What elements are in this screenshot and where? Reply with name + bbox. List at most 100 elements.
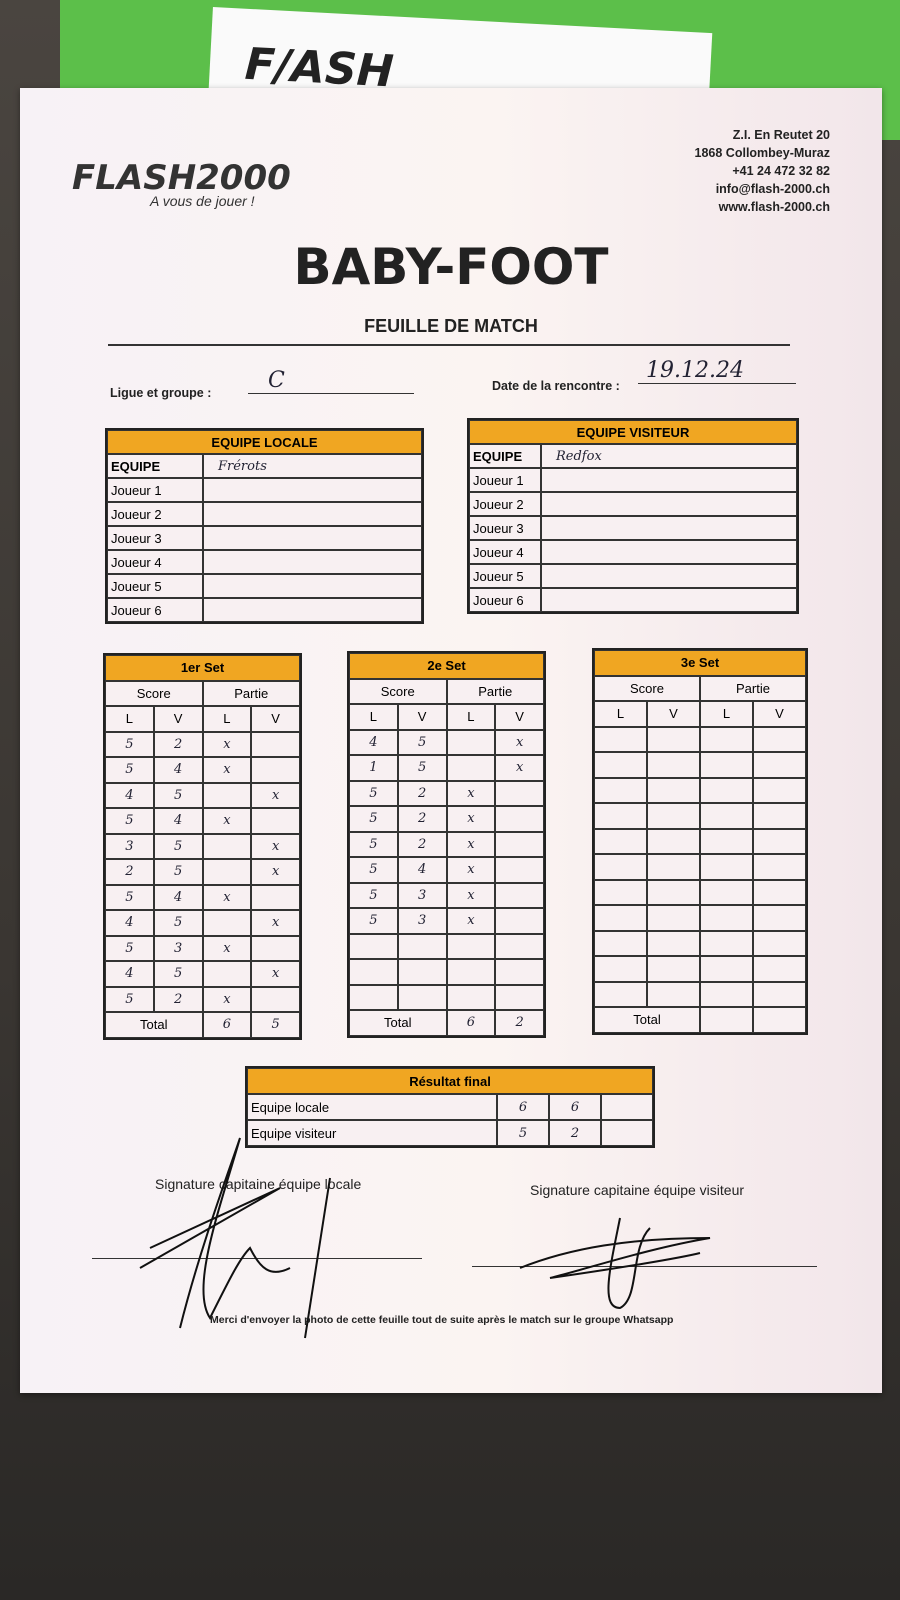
column-header: V [397,704,447,730]
final-value: 5 [497,1120,549,1146]
score-cell: 4 [153,757,203,783]
empty-cell [700,828,753,854]
empty-cell [700,777,753,803]
empty-cell [203,478,422,502]
row-label: Joueur 2 [107,502,203,526]
column-header: L [700,701,753,727]
empty-cell [594,854,647,880]
rule [108,344,790,346]
row-label: Joueur 2 [469,492,541,516]
column-header: V [753,701,806,727]
empty-cell [594,981,647,1007]
row-label: Joueur 1 [469,468,541,492]
empty-cell [541,564,797,588]
logo: FLASH2000 [72,158,291,198]
score-cell: 2 [397,831,447,857]
empty-cell [397,984,447,1010]
score-cell: 4 [153,884,203,910]
empty-cell [594,803,647,829]
score-cell [202,910,252,936]
empty-cell [541,540,797,564]
row-label: Joueur 3 [469,516,541,540]
score-cell: x [202,986,252,1012]
empty-cell [203,502,422,526]
score-cell: 4 [397,857,447,883]
signature-label: Signature capitaine équipe locale [155,1176,362,1192]
empty-cell [446,984,496,1010]
set-table: 3e Set Score Partie L V L V Total [592,648,808,1035]
score-cell: 5 [105,757,154,783]
empty-cell [601,1094,653,1120]
league-label: Ligue et groupe : [110,386,212,400]
empty-cell [753,1007,806,1033]
empty-cell [647,956,700,982]
row-label: Joueur 4 [107,550,203,574]
empty-cell [541,468,797,492]
score-cell: 4 [105,782,154,808]
partie-header: Partie [700,675,806,701]
score-cell: 2 [153,986,203,1012]
score-cell: 5 [153,961,203,987]
signature-line [472,1266,817,1267]
score-cell: 5 [397,729,447,755]
score-cell: 5 [153,859,203,885]
empty-cell [594,879,647,905]
score-cell [202,961,252,987]
score-cell: 3 [397,882,447,908]
score-cell: x [251,910,300,936]
score-cell [446,755,496,781]
address-line: 1868 Collombey-Muraz [694,146,830,160]
score-cell: 2 [397,806,447,832]
empty-cell [753,854,806,880]
score-cell: 5 [105,986,154,1012]
signature-local [139,1137,331,1339]
row-label: Joueur 4 [469,540,541,564]
empty-cell [753,879,806,905]
empty-cell [495,984,544,1010]
score-cell: x [446,780,496,806]
set-title: 2e Set [349,653,544,679]
partie-header: Partie [446,678,544,704]
empty-cell [594,930,647,956]
column-header: L [446,704,496,730]
empty-cell [700,752,753,778]
score-cell: 5 [349,780,398,806]
score-cell: 2 [397,780,447,806]
score-cell: 2 [153,731,203,757]
score-cell [251,935,300,961]
empty-cell [753,777,806,803]
empty-cell [446,933,496,959]
empty-cell [203,526,422,550]
score-cell: x [251,782,300,808]
column-header: V [495,704,544,730]
score-header: Score [594,675,700,701]
score-cell [495,831,544,857]
column-header: V [251,706,300,732]
empty-cell [753,905,806,931]
final-value: 6 [549,1094,601,1120]
empty-cell [446,959,496,985]
empty-cell [700,854,753,880]
score-cell: 4 [349,729,398,755]
score-header: Score [105,680,203,706]
empty-cell [203,550,422,574]
empty-cell [541,492,797,516]
score-cell [251,808,300,834]
score-cell [202,782,252,808]
empty-cell [349,984,398,1010]
empty-cell [647,930,700,956]
empty-cell [753,803,806,829]
empty-cell [647,777,700,803]
score-cell [251,884,300,910]
total-value: 6 [202,1012,252,1038]
team-table: EQUIPE VISITEUR EQUIPE Redfox Joueur 1 Joueu… [467,418,799,614]
score-cell: 5 [105,808,154,834]
score-cell: 5 [349,882,398,908]
score-cell [495,857,544,883]
score-cell: 5 [153,782,203,808]
empty-cell [647,854,700,880]
score-cell [495,882,544,908]
score-cell: 2 [105,859,154,885]
score-cell [251,757,300,783]
score-cell [251,731,300,757]
